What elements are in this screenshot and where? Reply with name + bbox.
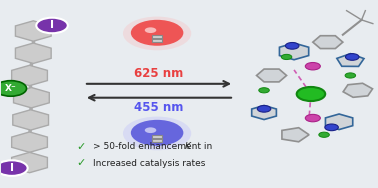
Text: X⁻: X⁻ (5, 84, 17, 93)
Circle shape (285, 42, 299, 49)
Circle shape (131, 20, 183, 46)
Polygon shape (14, 88, 49, 108)
Polygon shape (12, 132, 47, 152)
Circle shape (345, 54, 359, 60)
Circle shape (0, 160, 28, 176)
Circle shape (305, 63, 320, 70)
Circle shape (145, 27, 156, 33)
Polygon shape (252, 105, 276, 120)
Circle shape (345, 73, 356, 78)
FancyBboxPatch shape (152, 35, 163, 42)
Polygon shape (13, 110, 48, 130)
Circle shape (145, 127, 156, 133)
Polygon shape (282, 128, 309, 142)
Polygon shape (257, 69, 287, 82)
Circle shape (281, 54, 292, 60)
Polygon shape (15, 43, 51, 63)
Text: 625 nm: 625 nm (134, 67, 184, 80)
Circle shape (36, 18, 68, 33)
Text: I: I (10, 163, 14, 173)
Polygon shape (313, 36, 343, 49)
Circle shape (257, 105, 271, 112)
Polygon shape (325, 114, 353, 130)
Polygon shape (279, 43, 309, 60)
Text: I: I (50, 20, 54, 30)
Circle shape (131, 120, 183, 146)
Circle shape (305, 114, 320, 122)
Text: Increased catalysis rates: Increased catalysis rates (93, 159, 206, 168)
Circle shape (0, 81, 26, 96)
Text: K: K (185, 142, 191, 151)
FancyBboxPatch shape (152, 135, 163, 142)
Text: 455 nm: 455 nm (134, 101, 184, 114)
Text: > 50-fold enhancement in: > 50-fold enhancement in (93, 142, 215, 151)
Circle shape (259, 88, 269, 93)
Circle shape (325, 124, 338, 131)
Polygon shape (343, 83, 373, 97)
Polygon shape (12, 152, 47, 173)
Polygon shape (15, 21, 51, 41)
Text: ✓: ✓ (76, 142, 86, 152)
Circle shape (123, 117, 191, 150)
Polygon shape (12, 65, 47, 86)
Text: ✓: ✓ (76, 158, 86, 168)
Polygon shape (337, 54, 364, 66)
Circle shape (319, 132, 329, 137)
Circle shape (297, 87, 325, 101)
Circle shape (123, 17, 191, 50)
